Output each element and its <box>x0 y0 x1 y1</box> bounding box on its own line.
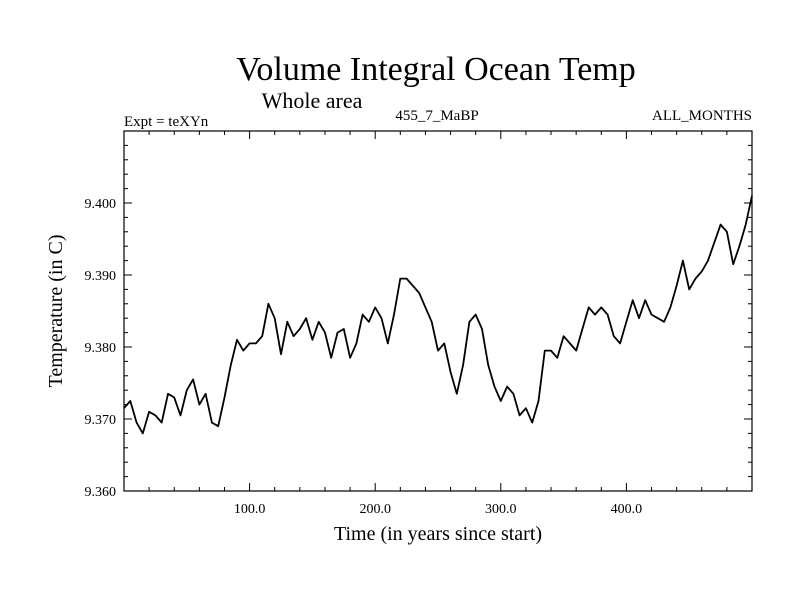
y-tick-label: 9.400 <box>85 197 117 212</box>
plot-frame <box>123 130 753 492</box>
series-line <box>123 195 753 435</box>
run-label: 455_7_MaBP <box>395 108 478 124</box>
chart-title: Volume Integral Ocean Temp <box>236 51 636 88</box>
months-label: ALL_MONTHS <box>652 108 752 124</box>
x-axis-ticks: 100.0 200.0 300.0 400.0 <box>148 131 728 517</box>
x-tick-label: 200.0 <box>359 502 391 517</box>
chart-subtitle: Whole area <box>262 88 363 113</box>
y-tick-label: 9.360 <box>85 485 117 500</box>
y-tick-label: 9.380 <box>85 341 117 356</box>
x-tick-label: 100.0 <box>234 502 266 517</box>
x-tick-label: 300.0 <box>485 502 517 517</box>
y-axis-label: Temperature (in C) <box>45 235 67 388</box>
y-axis-ticks: 9.360 9.370 9.380 9.390 9.400 <box>85 144 752 500</box>
y-tick-label: 9.390 <box>85 269 117 284</box>
y-tick-label: 9.370 <box>85 413 117 428</box>
expt-label: Expt = teXYn <box>124 114 209 130</box>
x-tick-label: 400.0 <box>611 502 643 517</box>
x-axis-label: Time (in years since start) <box>334 523 542 545</box>
series-layer <box>123 195 753 435</box>
